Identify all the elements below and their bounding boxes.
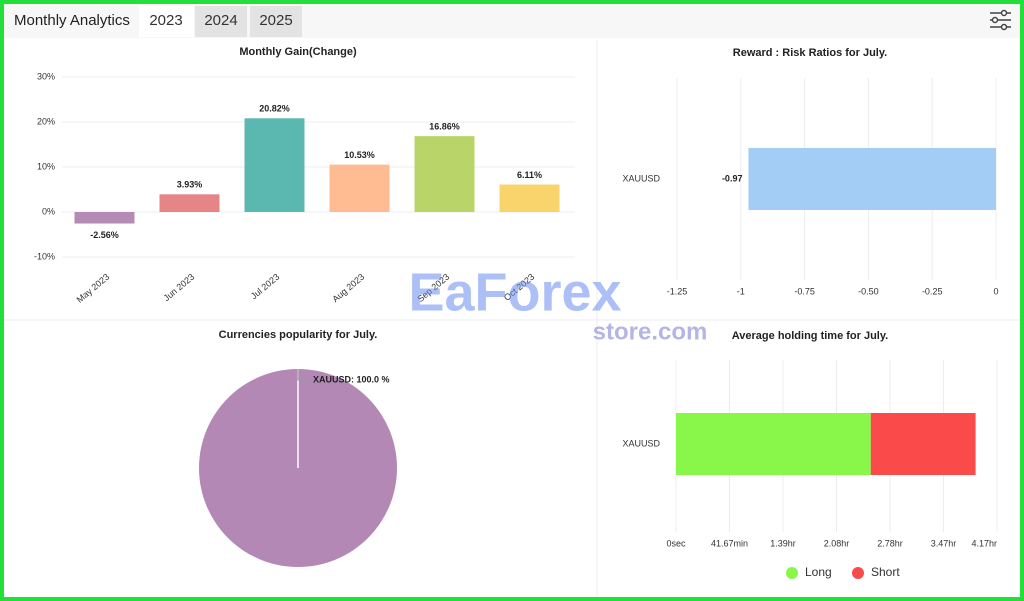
legend-label: Short [871, 565, 900, 579]
chart-title: Average holding time for July. [732, 330, 888, 342]
y-tick-label: 0% [42, 206, 55, 216]
x-tick-label: 41.67min [711, 538, 748, 548]
bar-segment [676, 413, 871, 475]
tab[interactable] [195, 6, 247, 37]
value-label: 6.11% [517, 170, 542, 180]
x-tick-label: -1 [737, 286, 745, 296]
y-tick-label: XAUUSD [622, 173, 660, 183]
x-tick-label: -1.25 [667, 286, 688, 296]
x-tick-label: -0.25 [922, 286, 943, 296]
value-label: 3.93% [177, 180, 203, 190]
value-label: -2.56% [90, 230, 119, 240]
tab-label[interactable]: 2024 [204, 12, 237, 29]
tab-label[interactable]: 2025 [259, 12, 292, 29]
value-label: 16.86% [429, 122, 460, 132]
tab[interactable] [139, 6, 194, 37]
x-tick-label: 4.17hr [971, 538, 997, 548]
y-tick-label: -10% [34, 251, 55, 261]
legend-label: Long [805, 565, 832, 579]
x-tick-label: 2.78hr [877, 538, 903, 548]
tab[interactable] [250, 6, 302, 37]
y-tick-label: 30% [37, 71, 55, 81]
bar [74, 212, 135, 224]
bar [159, 194, 220, 212]
bar [748, 148, 996, 210]
x-tick-label: 3.47hr [931, 538, 957, 548]
legend-swatch [852, 567, 864, 579]
watermark: store.com [593, 318, 708, 345]
x-tick-label: 0sec [666, 538, 686, 548]
bar-segment [870, 413, 976, 475]
value-label: XAUUSD: 100.0 % [313, 374, 390, 384]
bar [499, 184, 560, 212]
header-title: Monthly Analytics [14, 12, 130, 29]
x-tick-label: 2.08hr [824, 538, 850, 548]
value-label: -0.97 [722, 173, 743, 183]
y-tick-label: XAUUSD [622, 438, 660, 448]
x-tick-label: -0.75 [794, 286, 815, 296]
y-tick-label: 20% [37, 116, 55, 126]
bar [414, 136, 475, 212]
x-tick-label: 1.39hr [770, 538, 796, 548]
watermark: EaForex [408, 262, 621, 322]
chart-title: Monthly Gain(Change) [239, 46, 357, 58]
filter-icon[interactable] [990, 9, 1011, 31]
leader-line [297, 369, 310, 381]
tab-label[interactable]: 2023 [149, 12, 182, 29]
chart-title: Reward : Risk Ratios for July. [733, 47, 887, 59]
y-tick-label: 10% [37, 161, 55, 171]
bar [244, 118, 305, 212]
bar [329, 164, 390, 212]
legend-swatch [786, 567, 798, 579]
value-label: 10.53% [344, 150, 375, 160]
x-tick-label: 0 [993, 286, 998, 296]
value-label: 20.82% [259, 104, 290, 114]
chart-title: Currencies popularity for July. [219, 329, 378, 341]
x-tick-label: -0.50 [858, 286, 879, 296]
